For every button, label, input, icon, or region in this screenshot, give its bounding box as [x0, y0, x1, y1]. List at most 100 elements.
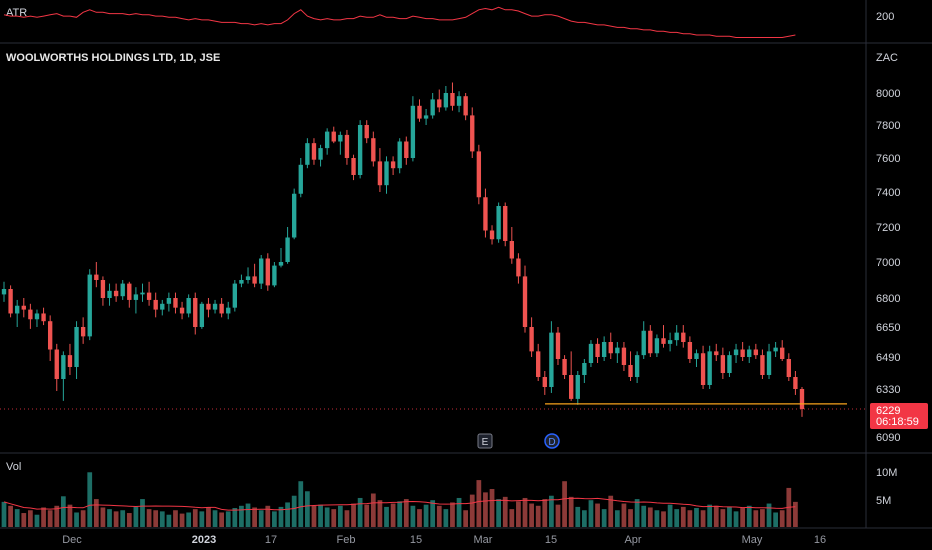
time-tick-label: Feb: [337, 534, 356, 546]
volume-bar: [397, 501, 403, 527]
candle-body: [456, 96, 462, 106]
volume-bar: [647, 507, 653, 527]
volume-bar: [753, 510, 759, 527]
volume-bar: [601, 509, 607, 527]
volume-bar: [140, 499, 145, 527]
currency-label[interactable]: ZAC: [876, 52, 898, 64]
volume-bar: [166, 514, 172, 527]
candle-body: [443, 93, 449, 108]
volume-bar: [496, 499, 502, 527]
volume-bar: [733, 511, 739, 527]
candle-body: [364, 125, 369, 139]
candle-body: [766, 351, 772, 375]
volume-bar: [186, 512, 192, 527]
candle-body: [450, 93, 455, 106]
candle-body: [608, 342, 613, 354]
volume-bar: [239, 505, 244, 527]
volume-bar: [173, 510, 178, 527]
time-tick-label: Dec: [62, 534, 82, 546]
candle-body: [331, 131, 336, 142]
volume-bar: [760, 509, 765, 527]
candle-body: [562, 359, 567, 375]
symbol-title[interactable]: WOOLWORTHS HOLDINGS LTD, 1D, JSE: [6, 52, 220, 64]
volume-bar: [364, 504, 370, 527]
last-price-countdown: 06:18:59: [876, 416, 919, 428]
volume-label[interactable]: Vol: [6, 461, 21, 473]
candle-body: [285, 237, 290, 262]
candle-body: [621, 347, 627, 365]
candle-body: [67, 355, 73, 367]
volume-bar: [779, 510, 785, 527]
volume-bar: [674, 509, 680, 527]
time-axis-ticks: Dec 2023 17 Feb 15 Mar 15 Apr May 16: [62, 534, 826, 546]
candle-body: [377, 161, 383, 186]
volume-bar: [661, 511, 666, 527]
volume-bar: [469, 494, 475, 527]
volume-bar: [700, 510, 706, 527]
candle-body: [113, 290, 119, 297]
candle-body: [634, 355, 640, 377]
candle-body: [397, 141, 402, 169]
volume-bar: [146, 509, 152, 527]
candle-body: [549, 332, 554, 387]
price-tick-label: 7600: [876, 153, 900, 165]
candle-body: [681, 332, 686, 342]
volume-bar: [245, 503, 251, 527]
price-tick-label: 7000: [876, 257, 900, 269]
volume-bar: [100, 507, 106, 527]
candle-body: [87, 274, 92, 337]
candle-body: [305, 143, 310, 165]
candle-body: [311, 143, 317, 160]
volume-bar: [318, 504, 323, 527]
candle-body: [489, 230, 495, 240]
volume-bar: [727, 506, 732, 527]
dividend-marker-circle[interactable]: [544, 433, 560, 449]
volume-bar: [390, 503, 396, 527]
candle-body: [753, 349, 759, 356]
candle-body: [740, 349, 745, 357]
volume-bar: [595, 503, 600, 527]
volume-bar: [614, 510, 620, 527]
volume-bar: [212, 510, 218, 527]
volume-bar: [502, 496, 508, 527]
time-tick-label: 16: [814, 534, 826, 546]
volume-bar: [740, 508, 746, 527]
candle-body: [423, 115, 429, 119]
volume-bar: [634, 499, 640, 527]
volume-bar: [219, 512, 225, 527]
volume-bar: [575, 506, 581, 527]
candle-body: [61, 355, 66, 379]
candle-body: [384, 161, 389, 186]
volume-bar: [21, 513, 27, 527]
atr-line-group: [3, 6, 796, 38]
volume-bar: [331, 509, 337, 527]
price-tick-label: 7400: [876, 187, 900, 199]
candle-body: [47, 321, 53, 350]
candle-body: [773, 347, 778, 352]
time-tick-label: May: [742, 534, 763, 546]
volume-bars-group: [1, 472, 798, 527]
support-group: [0, 403, 866, 410]
volume-bar: [417, 509, 422, 527]
price-tick-label: 6490: [876, 352, 900, 364]
candle-body: [601, 342, 607, 357]
candle-body: [509, 241, 514, 259]
candle-body: [107, 290, 112, 298]
candle-body: [324, 131, 330, 149]
earnings-marker-box[interactable]: [477, 433, 493, 449]
candle-body: [437, 99, 442, 108]
candle-body: [265, 258, 270, 286]
candle-body: [470, 115, 475, 152]
price-tick-label: 6800: [876, 293, 900, 305]
candle-body: [245, 276, 251, 280]
candle-body: [193, 298, 198, 327]
candle-body: [100, 280, 106, 298]
volume-bar: [436, 505, 442, 527]
last-price-value: 6229: [876, 405, 900, 417]
volume-bar: [410, 505, 416, 527]
price-tick-label: 6090: [876, 432, 900, 444]
candle-body: [628, 365, 633, 377]
earnings-marker-text: E: [482, 437, 489, 448]
candle-body: [694, 353, 699, 359]
